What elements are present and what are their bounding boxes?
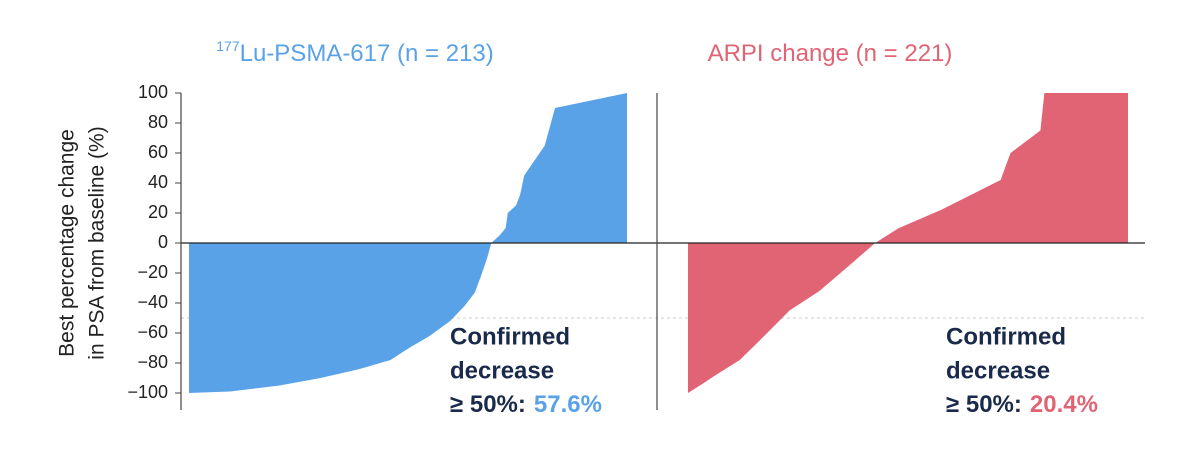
title-text: ARPI change (n = 221) bbox=[708, 40, 953, 67]
y-tick-label: 0 bbox=[158, 232, 168, 252]
y-axis-label: in PSA from baseline (%) bbox=[86, 126, 109, 359]
panel-title: 177Lu-PSMA-617 (n = 213) bbox=[216, 38, 494, 68]
y-tick-label: −40 bbox=[137, 292, 168, 312]
y-tick-label: 40 bbox=[148, 172, 168, 192]
y-tick-label: −20 bbox=[137, 262, 168, 282]
annotation: decrease bbox=[946, 357, 1050, 384]
annotation-prefix: ≥ 50%: bbox=[946, 391, 1022, 418]
annotation-prefix: ≥ 50%: bbox=[450, 391, 526, 418]
y-axis-label: Best percentage change bbox=[56, 129, 79, 357]
annotation-value: 57.6% bbox=[534, 391, 602, 418]
y-tick-label: 100 bbox=[138, 82, 168, 102]
annotation: Confirmed bbox=[946, 323, 1066, 350]
y-tick-label: −60 bbox=[137, 322, 168, 342]
y-tick-label: 80 bbox=[148, 112, 168, 132]
annotation: Confirmed bbox=[450, 323, 570, 350]
title-text: Lu-PSMA-617 (n = 213) bbox=[240, 40, 494, 67]
y-tick-label: 60 bbox=[148, 142, 168, 162]
y-tick-label: −100 bbox=[127, 382, 168, 402]
y-tick-label: 20 bbox=[148, 202, 168, 222]
annotation: ≥ 50%: 57.6% bbox=[450, 391, 602, 418]
title-superscript: 177 bbox=[216, 38, 240, 54]
y-tick-label: −80 bbox=[137, 352, 168, 372]
annotation: decrease bbox=[450, 357, 554, 384]
annotation: ≥ 50%: 20.4% bbox=[946, 391, 1098, 418]
panel-title: ARPI change (n = 221) bbox=[708, 40, 953, 67]
annotation-value: 20.4% bbox=[1030, 391, 1098, 418]
